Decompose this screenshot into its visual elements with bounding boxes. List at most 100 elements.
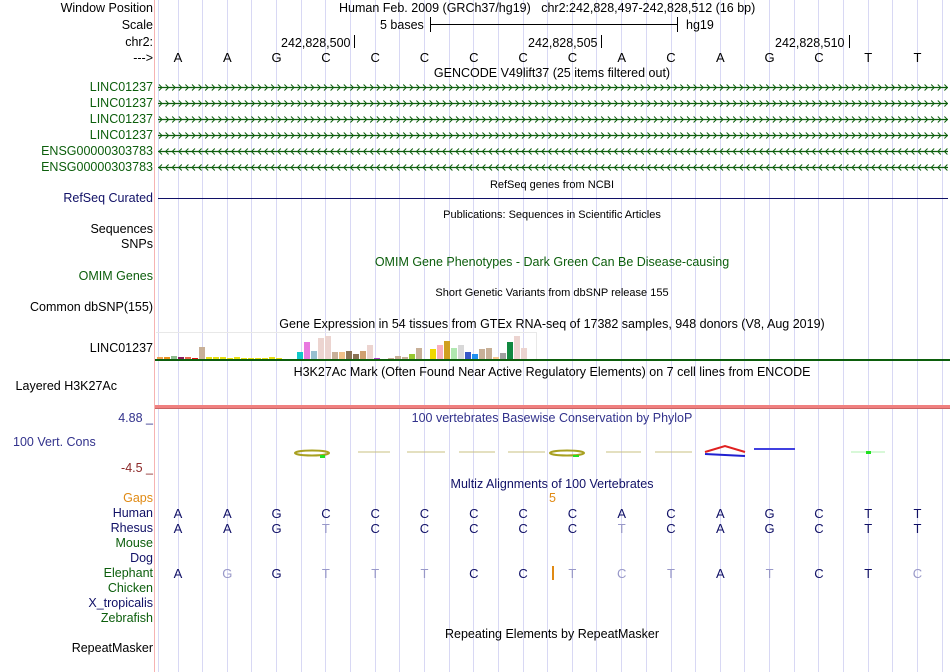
gtex-tissue-bar[interactable]: [199, 347, 205, 360]
publications-track-title[interactable]: Publications: Sequences in Scientific Ar…: [443, 209, 661, 221]
omim-label[interactable]: OMIM Genes: [78, 269, 153, 283]
species-label[interactable]: Elephant: [103, 566, 153, 580]
gtex-tissue-bar[interactable]: [339, 352, 345, 360]
gtex-tissue-bar[interactable]: [458, 345, 464, 360]
gencode-gene-label[interactable]: ENSG00000303783: [41, 144, 153, 158]
gencode-gene-label[interactable]: LINC01237: [89, 96, 153, 110]
gtex-tissue-bar[interactable]: [304, 342, 310, 360]
gencode-gene-label[interactable]: LINC01237: [89, 112, 153, 126]
gtex-tissue-bar[interactable]: [178, 357, 184, 360]
gene-plus-strand[interactable]: [158, 99, 948, 108]
refseq-gene-line[interactable]: [158, 198, 948, 199]
gtex-tissue-bar[interactable]: [360, 351, 366, 360]
gtex-tissue-bar[interactable]: [185, 357, 191, 360]
repeatmasker-label[interactable]: RepeatMasker: [71, 641, 153, 655]
gtex-tissue-bar[interactable]: [493, 357, 499, 360]
gtex-tissue-bar[interactable]: [346, 351, 352, 360]
gtex-tissue-bar[interactable]: [430, 349, 436, 360]
gtex-bar-chart[interactable]: [156, 332, 537, 360]
gtex-tissue-bar[interactable]: [416, 348, 422, 360]
gtex-tissue-bar[interactable]: [472, 354, 478, 360]
gtex-tissue-bar[interactable]: [311, 351, 317, 360]
gtex-tissue-bar[interactable]: [367, 345, 373, 360]
gtex-tissue-bar[interactable]: [514, 336, 520, 360]
gtex-tissue-bar[interactable]: [479, 349, 485, 360]
species-label[interactable]: Dog: [130, 551, 153, 565]
gtex-tissue-bar[interactable]: [451, 348, 457, 360]
grid-line: [670, 0, 672, 672]
species-label[interactable]: Mouse: [115, 536, 153, 550]
gtex-tissue-bar[interactable]: [409, 354, 415, 360]
species-label[interactable]: Zebrafish: [100, 611, 153, 625]
refseq-label[interactable]: RefSeq Curated: [63, 191, 153, 205]
refseq-track-title[interactable]: RefSeq genes from NCBI: [489, 179, 615, 191]
gtex-tissue-bar[interactable]: [437, 345, 443, 360]
gencode-track-title[interactable]: GENCODE V49lift37 (25 items filtered out…: [433, 66, 671, 80]
gencode-gene-label[interactable]: ENSG00000303783: [41, 160, 153, 174]
gtex-tissue-bar[interactable]: [521, 348, 527, 360]
gtex-tissue-bar[interactable]: [234, 357, 240, 360]
species-label[interactable]: Human: [112, 506, 153, 520]
gene-minus-strand[interactable]: [158, 163, 948, 172]
gtex-tissue-bar[interactable]: [297, 352, 303, 360]
gtex-tissue-bar[interactable]: [486, 348, 492, 360]
gene-minus-strand[interactable]: [158, 147, 948, 156]
h3k27ac-label[interactable]: Layered H3K27Ac: [15, 379, 117, 393]
repeatmasker-track-title[interactable]: Repeating Elements by RepeatMasker: [444, 627, 660, 641]
phylop-track-title[interactable]: 100 vertebrates Basewise Conservation by…: [411, 411, 693, 425]
grid-line: [867, 0, 869, 672]
gtex-track-title[interactable]: Gene Expression in 54 tissues from GTEx …: [279, 317, 825, 331]
dbsnp-track-title[interactable]: Short Genetic Variants from dbSNP releas…: [435, 287, 669, 299]
gtex-tissue-bar[interactable]: [269, 357, 275, 360]
gtex-tissue-bar[interactable]: [465, 352, 471, 360]
species-label[interactable]: Rhesus: [110, 521, 153, 535]
gtex-tissue-bar[interactable]: [353, 354, 359, 360]
gtex-tissue-bar[interactable]: [402, 357, 408, 360]
phylop-plot[interactable]: [155, 440, 950, 465]
gtex-tissue-bar[interactable]: [444, 341, 450, 360]
gene-plus-strand[interactable]: [158, 131, 948, 140]
gtex-tissue-bar[interactable]: [213, 357, 219, 360]
gtex-tissue-bar[interactable]: [220, 357, 226, 360]
gtex-tissue-bar[interactable]: [206, 357, 212, 360]
alignment-base: T: [568, 566, 577, 581]
gencode-gene-label[interactable]: LINC01237: [89, 80, 153, 94]
gtex-gene-label[interactable]: LINC01237: [89, 341, 153, 355]
grid-line: [374, 0, 376, 672]
assembly-title: Human Feb. 2009 (GRCh37/hg19) chr2:242,8…: [339, 1, 756, 15]
gtex-tissue-bar[interactable]: [507, 342, 513, 360]
publications-sequences-label[interactable]: Sequences: [90, 222, 153, 236]
gtex-tissue-bar[interactable]: [325, 336, 331, 360]
gencode-gene-label[interactable]: LINC01237: [89, 128, 153, 142]
dbsnp-label[interactable]: Common dbSNP(155): [30, 300, 153, 314]
base-letter: A: [715, 50, 725, 65]
alignment-base: C: [469, 566, 479, 581]
publications-snps-label[interactable]: SNPs: [121, 237, 153, 251]
gtex-tissue-bar[interactable]: [318, 338, 324, 360]
multiz-track-title[interactable]: Multiz Alignments of 100 Vertebrates: [450, 477, 654, 491]
label-separator: [154, 0, 155, 672]
gtex-tissue-bar[interactable]: [332, 352, 338, 360]
gaps-label[interactable]: Gaps: [123, 491, 153, 505]
gtex-tissue-bar[interactable]: [395, 356, 401, 360]
gtex-tissue-bar[interactable]: [164, 357, 170, 360]
gtex-tissue-bar[interactable]: [500, 353, 506, 360]
gtex-tissue-bar[interactable]: [157, 357, 163, 360]
base-letter: T: [913, 50, 922, 65]
ruler-tick-label: 242,828,505: [528, 36, 598, 50]
grid-line: [917, 0, 918, 672]
scale-db: hg19: [686, 18, 714, 32]
gene-plus-strand[interactable]: [158, 115, 948, 124]
alignment-base: C: [814, 566, 824, 581]
h3k27ac-track-title[interactable]: H3K27Ac Mark (Often Found Near Active Re…: [293, 365, 811, 379]
species-label[interactable]: Chicken: [107, 581, 153, 595]
base-letter: C: [419, 50, 430, 65]
alignment-base: C: [419, 521, 430, 536]
omim-track-title[interactable]: OMIM Gene Phenotypes - Dark Green Can Be…: [374, 255, 730, 269]
gene-plus-strand[interactable]: [158, 83, 948, 92]
grid-line: [497, 0, 499, 672]
phylop-label[interactable]: 100 Vert. Cons: [13, 435, 96, 449]
gtex-tissue-bar[interactable]: [171, 356, 177, 360]
species-label[interactable]: X_tropicalis: [88, 596, 153, 610]
h3k27ac-signal[interactable]: [155, 405, 950, 409]
